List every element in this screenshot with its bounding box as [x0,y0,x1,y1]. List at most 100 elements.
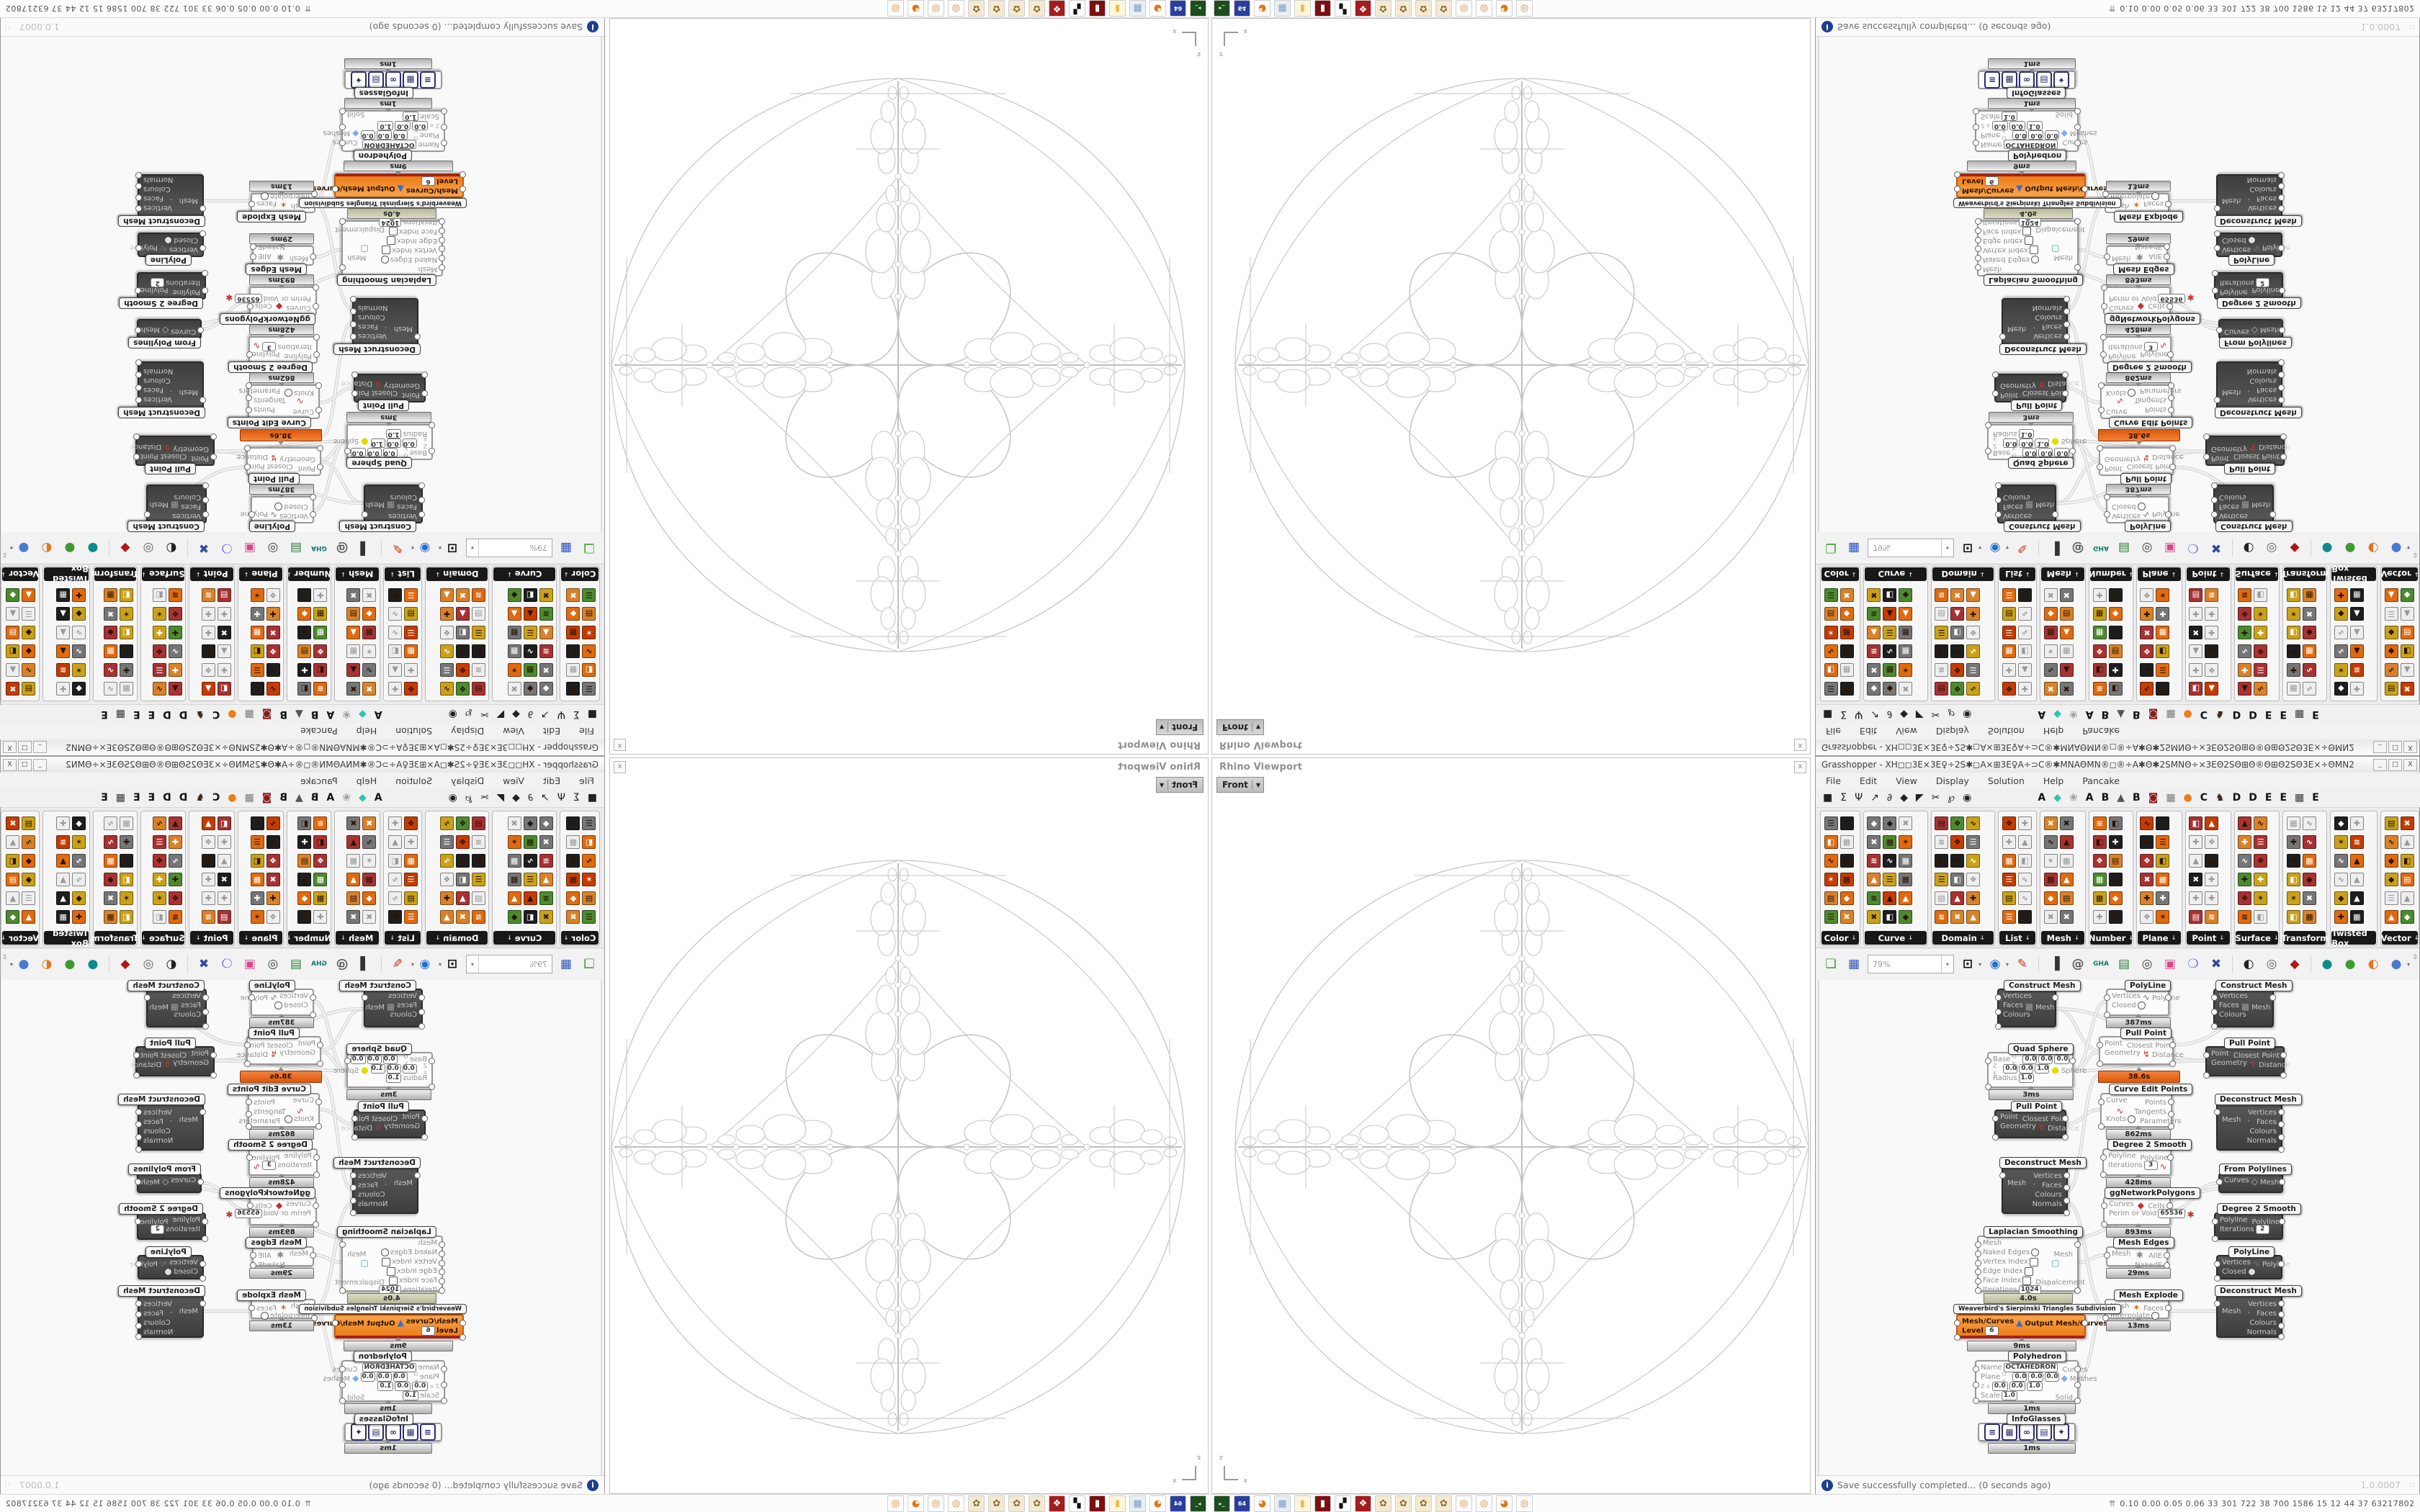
component-icon[interactable]: ▤ [2383,680,2399,698]
component-icon[interactable]: ∿ [2017,624,2033,642]
output-grip[interactable] [144,511,151,518]
output-grip[interactable] [2074,1241,2081,1248]
plugin-tab[interactable]: ◙ [261,708,272,720]
component-icon[interactable]: ▲ [538,624,554,642]
value-box[interactable]: 0.0 [2019,1064,2034,1074]
component-icon[interactable]: ▦ [2301,851,2317,870]
value-box[interactable]: 0.0 [2044,1372,2059,1382]
chevron-down-icon[interactable]: ↓ [1851,571,1857,577]
input-grip[interactable] [2211,497,2218,503]
gh-component[interactable]: Vertices Mesh · Faces Colours Normals [1999,1166,2070,1216]
component-icon[interactable]: ▦ [1898,624,1914,642]
output-grip[interactable] [350,1184,357,1192]
input-grip[interactable] [2100,1154,2107,1161]
component-icon[interactable]: ▲ [200,680,216,698]
component-icon[interactable]: ∿ [2237,851,2253,870]
component-icon[interactable]: ▲ [2383,586,2399,605]
sketch-pen-icon[interactable]: ✎ [392,541,403,555]
component-icon[interactable]: ✚ [2237,832,2253,851]
component-icon[interactable]: ☰ [2383,888,2399,907]
value-box[interactable]: 0.0 [393,130,408,140]
component-icon[interactable]: ◧ [470,642,486,661]
input-grip[interactable] [2212,287,2218,294]
component-icon[interactable]: ◆ [2043,605,2058,624]
component-icon[interactable]: ❖ [151,851,167,870]
component-icon[interactable]: ∿ [439,680,454,698]
grasshopper-window[interactable]: Grasshopper - XH◻◻3E×3E♀÷2S✱◻A×⊞3E♀A÷⊃C®… [1815,756,2420,1495]
component-icon[interactable]: ▤ [470,888,486,907]
value-box[interactable]: 0.0 [412,1382,429,1391]
menu-item-file[interactable]: File [1826,726,1841,737]
input-grip[interactable] [313,1154,320,1161]
component-icon[interactable]: ◆ [1866,680,1882,698]
plugin-tab[interactable]: ▲ [295,792,303,804]
panel-name-chip[interactable]: Curve ↓ [1864,567,1927,581]
chevron-down-icon[interactable]: ▾ [467,955,479,973]
menu-item-display[interactable]: Display [451,726,485,737]
monitor-chevron-icon[interactable]: ⇈ [2109,4,2116,13]
input-grip[interactable] [210,1072,217,1079]
component-icon[interactable]: ✚ [2237,624,2253,642]
grasshopper-menubar[interactable]: File Edit View Display Solution Help Pancake [0,773,604,788]
component-icon[interactable]: ✶ [1823,624,1839,642]
input-grip[interactable] [1995,511,2002,518]
orange-ball-icon[interactable]: ◐ [2367,541,2379,555]
component-icon[interactable]: ◧ [2188,680,2204,698]
component-icon[interactable]: ≋ [1934,832,1950,851]
component-icon[interactable]: ▦ [103,586,119,605]
output-grip[interactable] [244,1042,251,1048]
category-tab-icon[interactable]: Ψ [1855,708,1863,720]
input-grip[interactable] [202,497,209,503]
gh-component[interactable]: Curve Points ∿ Tangents Knots Parameters [239,1093,322,1130]
component-icon[interactable]: ✖ [2058,586,2074,605]
floppy-save-icon[interactable]: 64 [1234,1495,1250,1512]
input-grip[interactable] [315,407,322,413]
component-icon[interactable]: ❖ [2253,851,2269,870]
input-grip[interactable] [1995,482,2002,489]
value-box[interactable]: OCTAHEDRON [2003,1363,2058,1372]
output-grip[interactable] [246,395,252,401]
chevron-down-icon[interactable]: ▾ [9,960,13,968]
component-icon[interactable]: ✚ [119,661,135,680]
infoglasses-button-icon[interactable]: ✦ [2053,1423,2069,1441]
input-grip[interactable] [202,1023,209,1030]
component-icon[interactable]: ◆ [5,586,21,605]
output-grip[interactable] [135,1109,142,1115]
component-icon[interactable]: ▦ [565,832,581,851]
sphere-bw-icon[interactable]: ◐ [2243,541,2254,555]
input-grip[interactable] [310,994,316,1001]
firefox-icon[interactable]: ◕ [1150,0,1166,17]
component-icon[interactable]: ▦ [2058,851,2074,870]
plugin-tab[interactable]: ▦ [2295,792,2305,804]
component-icon[interactable]: ≋ [470,586,486,605]
output-grip[interactable] [344,448,351,454]
lightbulb-icon[interactable]: ❍ [2187,541,2199,555]
component-icon[interactable]: ✖ [2139,661,2155,680]
component-icon[interactable]: ✶ [2043,642,2058,661]
plugin-tab[interactable]: ● [2183,792,2192,804]
component-icon[interactable]: ✖ [362,680,377,698]
value-box[interactable]: 3 [262,342,277,351]
output-grip[interactable] [351,372,358,378]
value-box[interactable]: 0.0 [1991,121,2008,130]
gh-component[interactable]: Base O x 0.0 0.0 0.0 Z x 0.0 0.0 1.0 ● Sphere Radiu… [333,1052,435,1090]
category-tab-icon[interactable]: ◤ [1915,792,1924,804]
plugin-tab[interactable]: E [2280,708,2287,720]
output-grip[interactable] [2074,1382,2081,1388]
gh-component[interactable]: Base O x 0.0 0.0 0.0 Z x 0.0 0.0 1.0 ● Sphere Radiu… [1985,1052,2087,1090]
infoglasses-component[interactable]: ≡ ▦ ∞ ▤ ✦ [344,1423,442,1441]
input-checkbox[interactable] [382,1257,391,1266]
lightbulb-icon[interactable]: ❍ [2187,957,2199,971]
rings-icon[interactable]: ◎ [143,957,154,971]
gh-component[interactable]: Curves ◇ Mesh [135,319,204,339]
plugin-tab[interactable]: B [279,708,287,720]
component-icon[interactable]: ☰ [522,870,538,888]
component-icon[interactable]: ◧ [313,832,328,851]
component-icon[interactable]: ▦ [313,624,328,642]
plugin-tab[interactable]: ♞ [195,792,205,804]
component-icon[interactable]: ◆ [2383,851,2399,870]
component-icon[interactable]: ▤ [581,888,597,907]
